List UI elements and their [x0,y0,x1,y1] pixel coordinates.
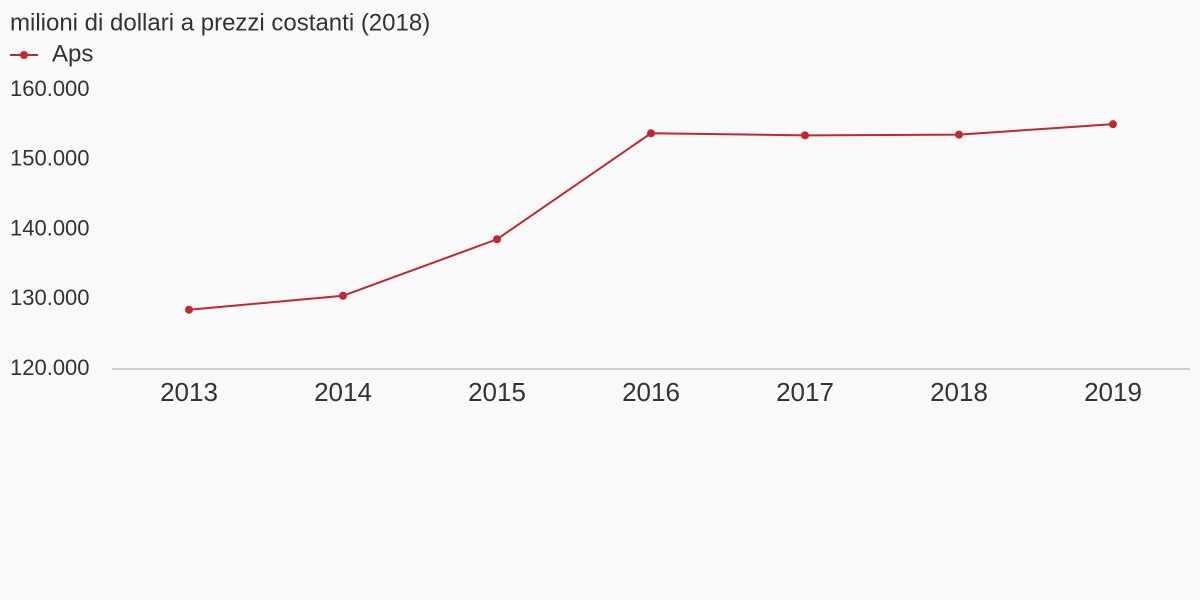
y-tick-label: 140.000 [10,215,90,240]
x-tick-label: 2016 [622,377,680,407]
x-tick-label: 2019 [1084,377,1142,407]
y-tick-label: 150.000 [10,146,90,171]
x-tick-label: 2017 [776,377,834,407]
data-point [955,130,963,139]
x-tick-label: 2015 [468,377,526,407]
data-point [339,291,347,300]
x-tick-label: 2013 [160,377,218,407]
legend-label: Aps [52,40,93,67]
chart-title: milioni di dollari a prezzi costanti (20… [10,9,430,36]
legend-marker [20,51,28,59]
x-tick-label: 2014 [314,377,372,407]
x-tick-label: 2018 [930,377,988,407]
data-point [1109,120,1117,129]
y-tick-label: 120.000 [10,355,90,380]
data-point [647,129,655,138]
data-point [801,131,809,140]
y-tick-label: 130.000 [10,285,90,310]
data-point [493,235,501,244]
data-point [185,305,193,314]
y-tick-label: 160.000 [10,76,90,101]
series-line [188,123,1114,311]
